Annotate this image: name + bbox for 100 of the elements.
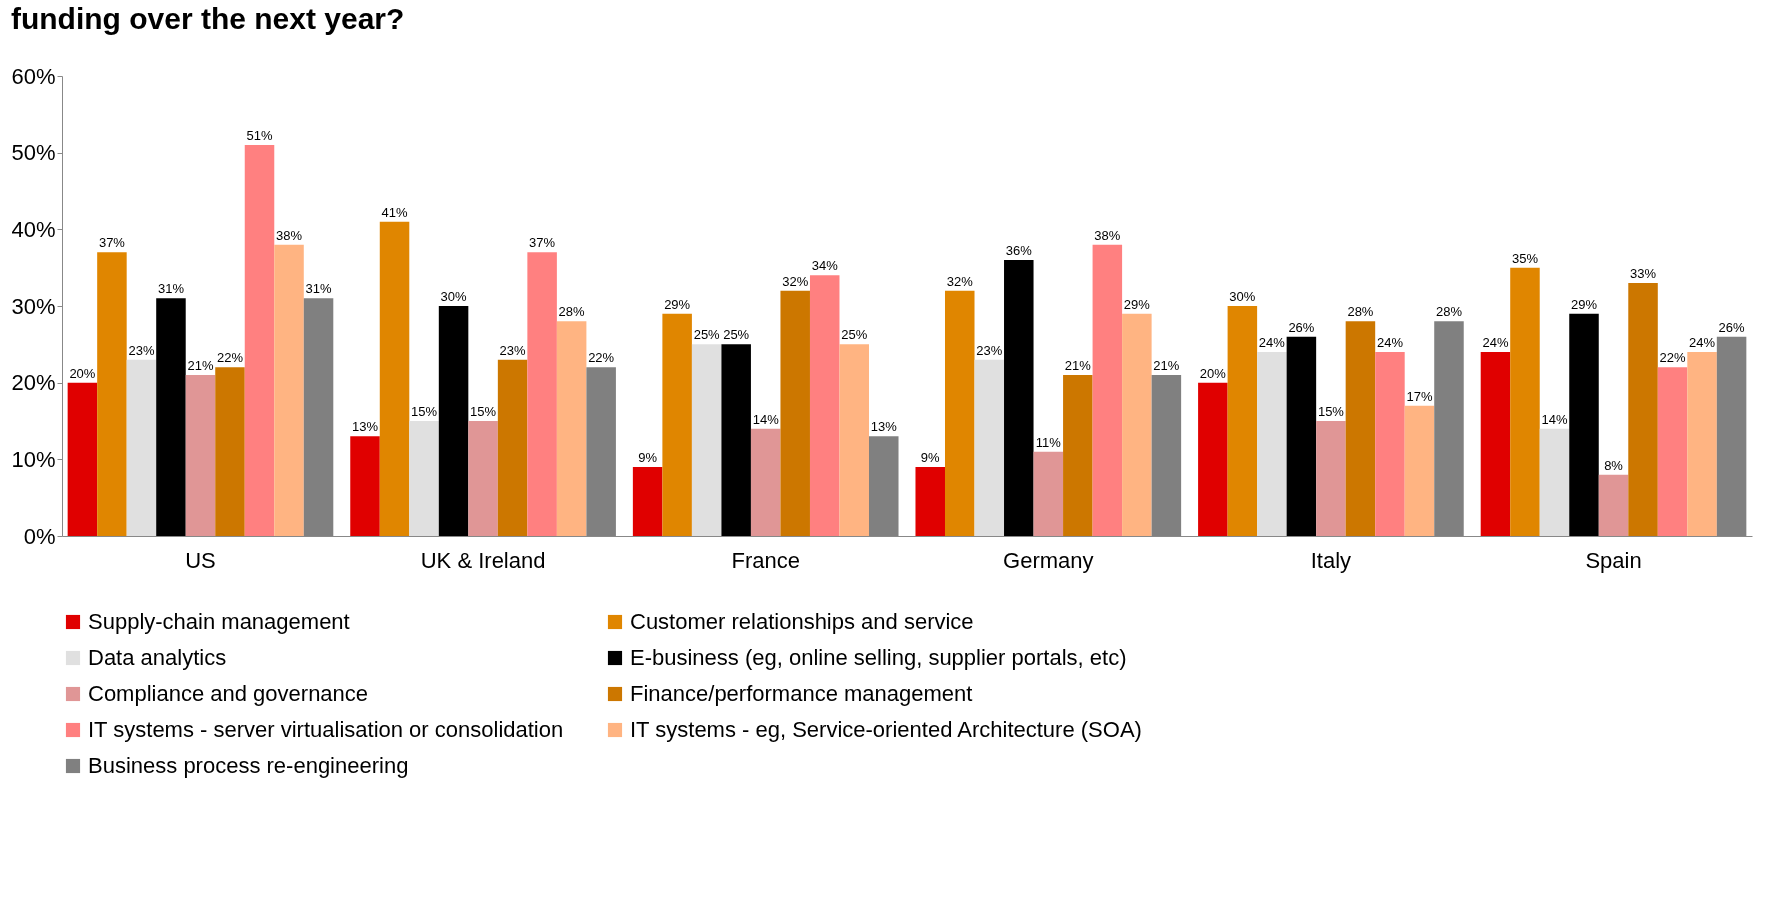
data-label: 29% [1123,296,1151,312]
data-label: 38% [276,227,303,243]
bar [1063,375,1093,536]
data-label: 22% [216,350,244,366]
bar [1004,260,1034,536]
legend-label: IT systems - server virtualisation or consolidation [88,717,564,742]
data-label: 37% [529,235,556,251]
data-label: 21% [187,358,214,373]
bar [350,436,380,536]
legend-label: Customer relationships and service [630,609,974,634]
x-tick-label: UK & Ireland [420,547,546,573]
data-label: 33% [1630,266,1657,281]
data-label: 32% [946,273,974,289]
data-label: 13% [352,419,379,435]
data-label: 24% [1258,335,1286,350]
x-tick-label: Italy [1310,547,1352,573]
data-label: 31% [305,281,332,297]
bar [1345,321,1376,536]
data-label: 15% [411,404,438,419]
legend-label: IT systems - eg, Service-oriented Architecture (SOA) [630,717,1142,742]
data-label: 25% [841,327,868,343]
data-label: 15% [470,404,497,419]
bar [185,375,216,536]
bar [156,298,186,536]
data-label: 23% [976,342,1003,358]
x-tick-label: US [185,547,216,573]
bar [1569,313,1599,536]
bar [691,344,722,536]
y-tick-label: 60% [11,63,56,89]
data-label: 8% [1604,457,1624,473]
bar [780,290,810,536]
data-label: 14% [752,411,780,427]
bar [1539,428,1570,536]
bar [945,290,975,536]
data-label: 21% [1064,358,1092,373]
data-label: 24% [1376,335,1404,350]
y-tick-label: 50% [11,140,56,166]
data-label: 22% [588,350,615,366]
legend-label: Finance/performance management [630,681,973,706]
bar [632,467,663,536]
bar [974,359,1005,536]
bar [1510,267,1540,536]
data-label: 24% [1482,335,1509,350]
bar [1598,474,1629,536]
y-tick-label: 0% [23,523,56,549]
bar [1033,451,1064,536]
bar [915,467,945,536]
bar [1198,382,1228,536]
bar [527,252,557,536]
bar [1286,336,1317,536]
bar [1480,352,1511,536]
bar [1657,367,1688,536]
data-label: 24% [1689,335,1716,350]
data-label: 17% [1406,388,1433,404]
bar [809,275,840,536]
data-label: 26% [1288,319,1315,335]
y-tick-label: 10% [11,446,56,472]
data-label: 34% [811,258,839,274]
chart-title: funding over the next year? [10,2,405,35]
bar [1404,405,1435,536]
bar [839,344,869,536]
bar [1092,244,1123,536]
bar [1257,352,1287,536]
data-label: 30% [440,289,468,304]
data-label: 28% [558,304,586,320]
bar [1227,306,1258,536]
legend-label: Business process re-engineering [88,753,409,778]
data-label: 15% [1317,404,1345,419]
bar [1122,313,1152,536]
data-label: 29% [664,296,691,312]
bar [438,306,469,536]
data-label: 31% [157,281,185,297]
bar [215,367,245,536]
data-label: 32% [782,273,809,289]
bar [126,359,157,536]
data-label: 28% [1435,304,1463,320]
x-tick-label: Spain [1585,547,1642,573]
data-label: 20% [69,365,96,381]
data-label: 28% [1347,304,1374,320]
data-label: 23% [128,342,155,358]
bar [409,421,439,536]
data-label: 41% [381,204,408,220]
data-label: 11% [1035,434,1062,450]
x-tick-label: Germany [1003,547,1094,573]
bar [67,382,98,536]
data-label: 9% [638,450,658,465]
y-tick-label: 20% [11,370,56,396]
legend-label: E-business (eg, online selling, supplier portals, etc) [630,645,1127,670]
data-label: 13% [870,419,898,435]
bar [721,344,751,536]
data-label: 25% [693,327,721,343]
data-label: 22% [1659,350,1686,366]
bar [662,313,692,536]
bar [1687,352,1717,536]
bar [274,244,304,536]
bar [1316,421,1346,536]
bar [468,421,498,536]
data-label: 37% [98,235,126,251]
data-label: 9% [920,450,941,465]
bar [1628,283,1658,536]
